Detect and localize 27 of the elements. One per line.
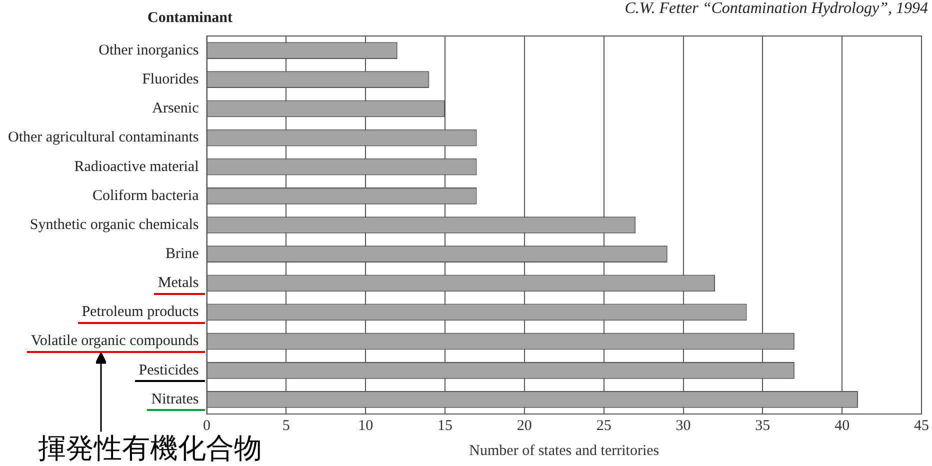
- x-tick-label: 45: [914, 418, 929, 434]
- y-tick-label: Other inorganics: [98, 42, 199, 58]
- x-tick-label: 30: [676, 418, 691, 434]
- x-tick-label: 0: [203, 418, 211, 434]
- y-tick-label: Volatile organic compounds: [31, 333, 199, 350]
- y-tick-label: Coliform bacteria: [92, 188, 200, 204]
- x-tick-label: 35: [755, 418, 770, 434]
- y-tick-label: Other agricultural contaminants: [8, 130, 199, 146]
- x-tick-label: 25: [596, 418, 612, 434]
- y-tick-label: Arsenic: [152, 100, 200, 117]
- x-tick-label: 5: [282, 418, 290, 434]
- y-axis-title: Contaminant: [147, 10, 233, 26]
- x-tick-label: 15: [438, 418, 453, 434]
- x-tick-label: 20: [516, 418, 532, 434]
- y-tick-label: Nitrates: [151, 391, 199, 408]
- y-tick-label: Brine: [165, 246, 200, 262]
- y-tick-label: Pesticides: [138, 362, 199, 378]
- text: 揮発性有機化合物: [38, 431, 262, 464]
- y-tick-label: Fluorides: [142, 72, 199, 88]
- y-tick-label: Radioactive material: [74, 158, 199, 175]
- y-tick-label: Metals: [158, 275, 199, 292]
- x-axis-title: Number of states and territories: [469, 442, 660, 459]
- y-tick-label: Synthetic organic chemicals: [30, 216, 199, 233]
- x-tick-label: 10: [358, 418, 374, 434]
- x-tick-label: 40: [834, 418, 850, 434]
- y-tick-label: Petroleum products: [82, 304, 199, 320]
- text: C.W. Fetter “Contamination Hydrology”, 1994: [624, 0, 928, 18]
